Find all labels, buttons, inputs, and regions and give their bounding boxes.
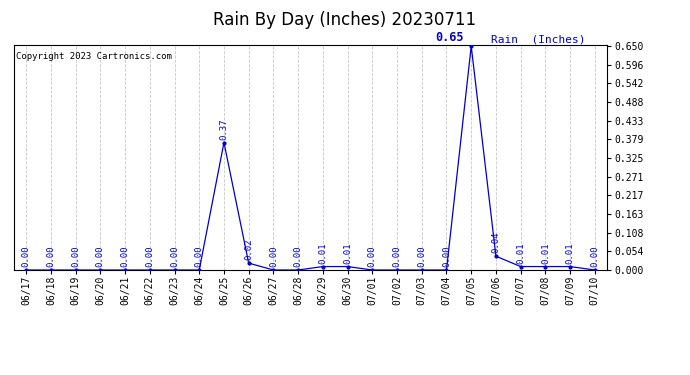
Text: 0.00: 0.00 <box>442 246 451 267</box>
Text: 0.00: 0.00 <box>591 246 600 267</box>
Text: 0.00: 0.00 <box>368 246 377 267</box>
Text: Rain  (Inches): Rain (Inches) <box>491 34 586 44</box>
Text: 0.02: 0.02 <box>244 239 253 260</box>
Text: 0.01: 0.01 <box>318 242 327 264</box>
Text: 0.65: 0.65 <box>435 32 464 44</box>
Text: 0.37: 0.37 <box>219 118 228 140</box>
Text: 0.00: 0.00 <box>393 246 402 267</box>
Text: 0.00: 0.00 <box>96 246 105 267</box>
Text: 0.01: 0.01 <box>541 242 550 264</box>
Text: 0.00: 0.00 <box>294 246 303 267</box>
Text: 0.04: 0.04 <box>491 232 500 254</box>
Text: Rain By Day (Inches) 20230711: Rain By Day (Inches) 20230711 <box>213 11 477 29</box>
Text: 0.00: 0.00 <box>170 246 179 267</box>
Text: 0.01: 0.01 <box>516 242 525 264</box>
Text: 0.00: 0.00 <box>21 246 30 267</box>
Text: 0.00: 0.00 <box>269 246 278 267</box>
Text: 0.00: 0.00 <box>195 246 204 267</box>
Text: 0.00: 0.00 <box>121 246 130 267</box>
Text: 0.00: 0.00 <box>46 246 55 267</box>
Text: 0.01: 0.01 <box>566 242 575 264</box>
Text: 0.00: 0.00 <box>71 246 80 267</box>
Text: 0.01: 0.01 <box>343 242 352 264</box>
Text: 0.00: 0.00 <box>417 246 426 267</box>
Text: 0.00: 0.00 <box>146 246 155 267</box>
Text: Copyright 2023 Cartronics.com: Copyright 2023 Cartronics.com <box>16 52 171 61</box>
